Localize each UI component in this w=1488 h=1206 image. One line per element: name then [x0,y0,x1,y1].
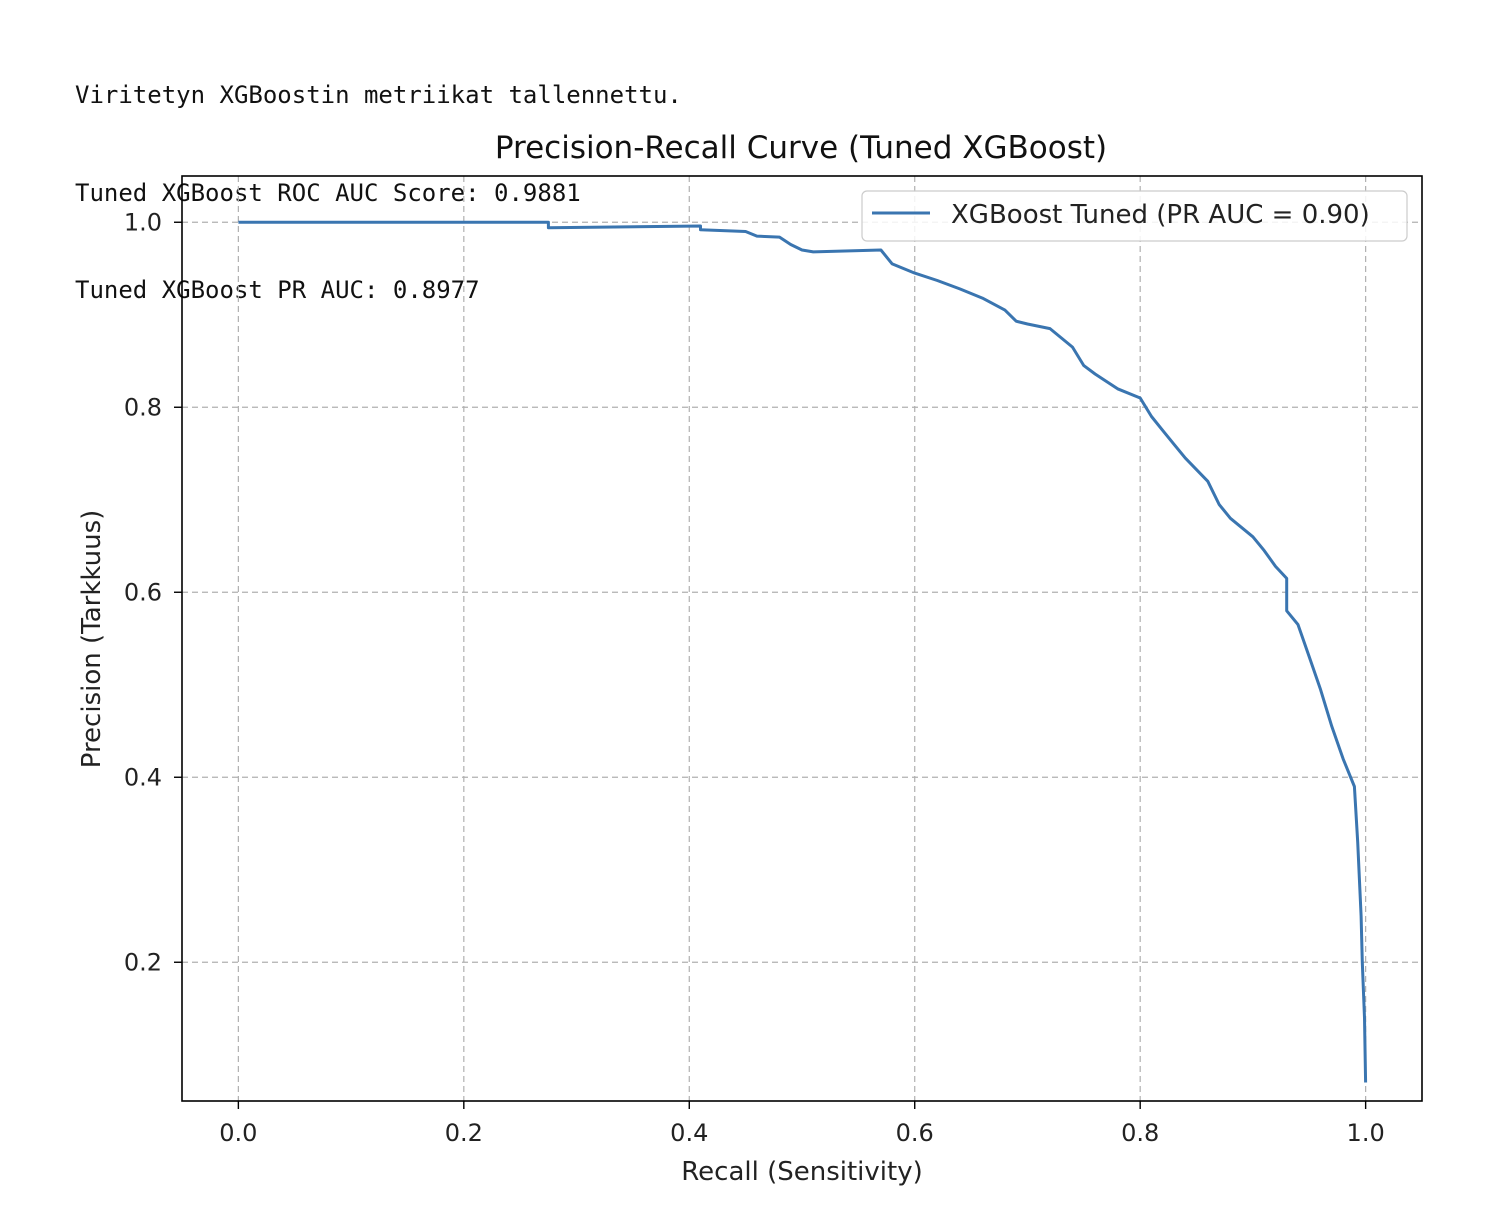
y-tick-label: 0.8 [124,393,162,421]
console-output: Viritetyn XGBoostin metriikat tallennett… [75,14,682,339]
x-tick-label: 0.6 [896,1119,934,1147]
x-tick-label: 0.8 [1121,1119,1159,1147]
x-tick-label: 0.0 [219,1119,257,1147]
console-line-metrics-saved: Viritetyn XGBoostin metriikat tallennett… [75,81,682,109]
plot-frame [181,175,1423,1102]
x-tick-label: 0.4 [670,1119,708,1147]
axis-ticks: 0.0 0.2 0.4 0.6 0.8 1.0 0.2 0.4 0.6 0.8 1.0 [124,208,1385,1147]
console-line-pr-auc: Tuned XGBoost PR AUC: 0.8977 [75,276,480,304]
legend-entry-xgboost-tuned: XGBoost Tuned (PR AUC = 0.90) [951,200,1370,230]
legend: XGBoost Tuned (PR AUC = 0.90) [861,190,1408,242]
y-tick-label: 0.6 [124,578,162,606]
legend-box [861,190,1408,242]
y-tick-label: 0.2 [124,948,162,976]
x-tick-label: 0.2 [445,1119,483,1147]
grid [182,176,1422,1101]
x-axis-label: Recall (Sensitivity) [681,1157,922,1187]
chart-title: Precision-Recall Curve (Tuned XGBoost) [495,130,1107,166]
y-tick-label: 1.0 [124,208,162,236]
x-tick-label: 1.0 [1347,1119,1385,1147]
console-line-roc-auc: Tuned XGBoost ROC AUC Score: 0.9881 [75,178,581,207]
y-axis-label: Precision (Tarkkuus) [77,510,107,769]
y-tick-label: 0.4 [124,763,162,791]
pr-curve-line [238,220,1368,1083]
series-layer [238,220,1368,1083]
